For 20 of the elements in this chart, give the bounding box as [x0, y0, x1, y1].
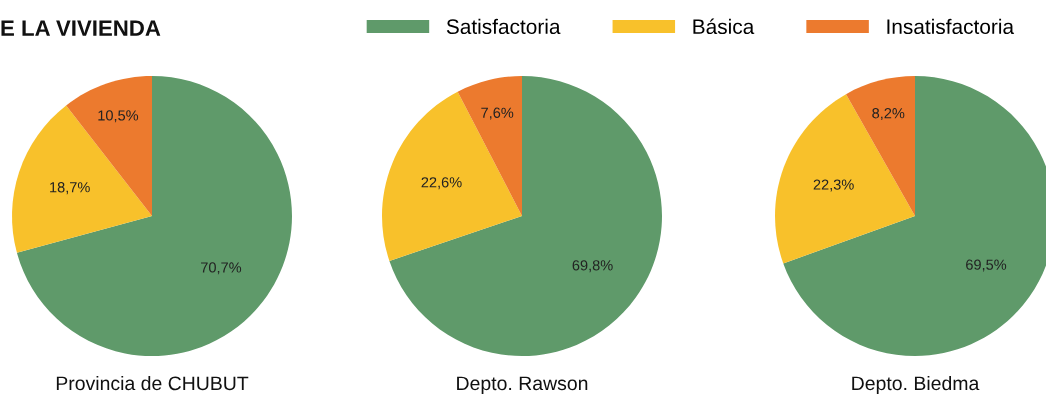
legend-label: Insatisfactoria: [887, 18, 1015, 35]
data-label: 7,6%: [481, 107, 514, 120]
data-label: 22,3%: [813, 179, 854, 192]
text: Depto. Biedma: [852, 375, 980, 395]
text: Depto. Rawson: [457, 376, 588, 395]
text: Provincia de CHUBUT: [56, 375, 249, 391]
data-label: 69,8%: [572, 260, 613, 273]
data-label: 22,6%: [421, 177, 462, 190]
data-label: 10,5%: [98, 110, 139, 123]
pie-slice: [382, 91, 522, 261]
data-label: 70,7%: [201, 262, 242, 275]
data-label: 8,2%: [872, 108, 905, 121]
legend-label: Satisfactoria: [446, 18, 561, 35]
pie-slice: [389, 76, 662, 356]
chart-title: E LA VIVIENDA: [1, 20, 161, 36]
pie-slice: [16, 76, 292, 356]
data-label: 69,5%: [966, 259, 1007, 272]
legend-label: Básica: [693, 18, 755, 35]
data-label: 18,7%: [50, 182, 90, 195]
pie-slice: [12, 105, 152, 253]
